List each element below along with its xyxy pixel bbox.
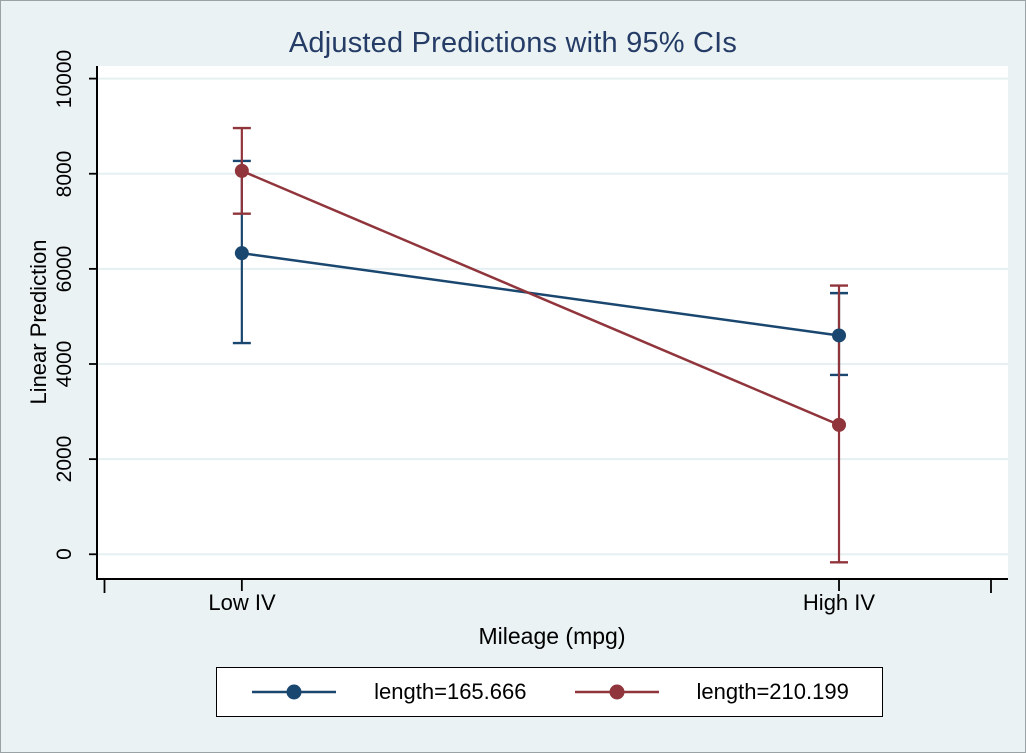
plot-area bbox=[97, 66, 1008, 579]
y-tick-label: 8000 bbox=[53, 150, 76, 198]
y-tick-label: 10000 bbox=[53, 49, 76, 108]
legend-item-series2: length=210.199 bbox=[573, 679, 849, 705]
legend-marker-series1-icon bbox=[252, 684, 337, 700]
y-tick-label: 2000 bbox=[53, 435, 76, 483]
y-tick-label: 6000 bbox=[53, 245, 76, 293]
x-tick-label-high: High IV bbox=[802, 590, 876, 615]
data-point-marker bbox=[234, 163, 249, 178]
legend-label-series2: length=210.199 bbox=[696, 679, 849, 704]
legend-item-series1: length=165.666 bbox=[250, 679, 527, 705]
y-tick-label: 4000 bbox=[53, 340, 76, 388]
series-line bbox=[241, 169, 840, 427]
legend-label-series1: length=165.666 bbox=[374, 679, 527, 704]
x-axis-title: Mileage (mpg) bbox=[478, 623, 626, 649]
y-tick-label: 0 bbox=[53, 548, 76, 561]
chart-title: Adjusted Predictions with 95% CIs bbox=[288, 27, 738, 59]
data-point-marker bbox=[832, 328, 847, 343]
legend-marker-series2-icon bbox=[574, 684, 659, 700]
data-point-marker bbox=[234, 246, 249, 261]
y-axis-title: Linear Prediction bbox=[26, 239, 51, 405]
data-point-marker bbox=[832, 417, 847, 432]
x-tick-label-low: Low IV bbox=[208, 590, 276, 615]
legend: length=165.666 length=210.199 bbox=[216, 667, 883, 717]
legend-dot bbox=[609, 684, 624, 700]
series-line bbox=[241, 251, 840, 337]
legend-dot bbox=[286, 684, 302, 700]
